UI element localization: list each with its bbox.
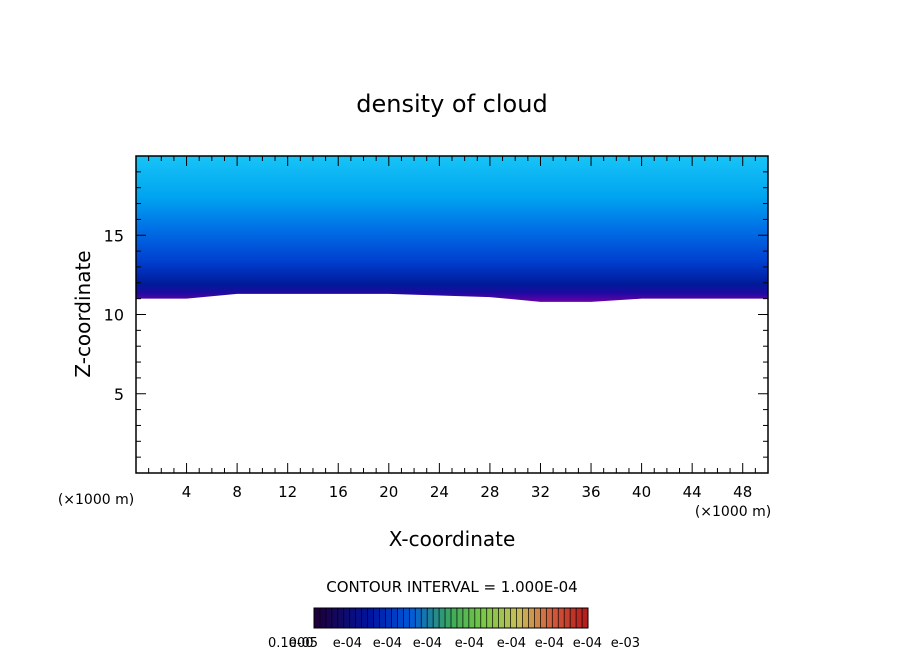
colorbar-cell [540,608,547,628]
cloud-density-field [136,156,768,302]
x-tick-label: 28 [480,483,499,501]
colorbar-cell [558,608,565,628]
x-tick-label: 40 [632,483,651,501]
colorbar-cell [433,608,440,628]
colorbar-cell [355,608,363,628]
colorbar-cell [552,608,559,628]
colorbar-cell [415,608,422,628]
x-axis: 4 8 12 16 20 24 28 32 36 40 44 48 [148,156,756,501]
colorbar-cell [492,608,500,628]
colorbar-cell [451,608,458,628]
colorbar-cell [480,608,488,628]
y-tick-label: 15 [104,226,124,245]
colorbar-cell [427,608,434,628]
colorbar-cell [403,608,410,628]
colorbar-cell [504,608,512,628]
colorbar-cell [439,608,446,628]
colorbar-cell [534,608,541,628]
y-tick-label: 10 [104,306,124,325]
colorbar-label: e-04 [373,636,402,651]
colorbar [313,607,589,629]
x-axis-unit: (×1000 m) [695,504,771,520]
colorbar-label: 0.1000 [268,636,314,651]
colorbar-label: e-04 [573,636,602,651]
colorbar-label: e-04 [333,636,362,651]
colorbar-label: e-04 [413,636,442,651]
colorbar-cell [319,608,327,628]
x-tick-label: 4 [182,483,192,501]
x-tick-label: 48 [733,483,752,501]
colorbar-cell [468,608,476,628]
colorbar-label: e-04 [497,636,526,651]
y-axis-unit: (×1000 m) [58,492,134,508]
colorbar-cell [546,608,553,628]
colorbar-cell [516,608,523,628]
colorbar-cell [391,608,398,628]
colorbar-cell [337,608,345,628]
colorbar-cell [349,608,357,628]
colorbar-frame [313,607,589,629]
x-tick-label: 32 [531,483,550,501]
y-tick-label: 5 [114,385,124,404]
colorbar-cell [397,608,404,628]
colorbar-cell [325,608,333,628]
colorbar-cell [421,608,428,628]
colorbar-label: e-05 [289,636,318,651]
colorbar-cell [522,608,529,628]
x-tick-label: 16 [329,483,348,501]
colorbar-cell [528,608,535,628]
colorbar-cell [343,608,351,628]
colorbar-cell [498,608,506,628]
colorbar-cell [361,608,369,628]
colorbar-cell [576,608,583,628]
colorbar-cell [409,608,416,628]
colorbar-cell [474,608,482,628]
colorbar-label: e-04 [455,636,484,651]
colorbar-label: e-04 [535,636,564,651]
x-axis-label: X-coordinate [389,527,516,551]
y-axis-label: Z-coordinate [71,250,95,377]
colorbar-cell [582,608,589,628]
colorbar-cell [445,608,452,628]
y-axis: 5 10 15 [104,171,768,458]
colorbar-cell [367,608,375,628]
colorbar-cell [486,608,494,628]
colorbar-cell [570,608,577,628]
contour-interval-label: CONTOUR INTERVAL = 1.000E-04 [326,578,577,596]
colorbar-cell [456,608,464,628]
x-tick-label: 20 [379,483,398,501]
colorbar-cell [373,608,381,628]
x-tick-label: 12 [278,483,297,501]
colorbar-cell [462,608,470,628]
colorbar-cell [385,608,392,628]
x-tick-label: 8 [232,483,242,501]
colorbar-cell [331,608,339,628]
colorbar-cell [510,608,518,628]
x-tick-label: 36 [581,483,600,501]
x-tick-label: 44 [683,483,702,501]
x-tick-label: 24 [430,483,449,501]
colorbar-cell [314,608,321,628]
colorbar-label: e-03 [611,636,640,651]
colorbar-cell [564,608,571,628]
colorbar-cell [379,608,386,628]
chart-title: density of cloud [356,90,547,118]
